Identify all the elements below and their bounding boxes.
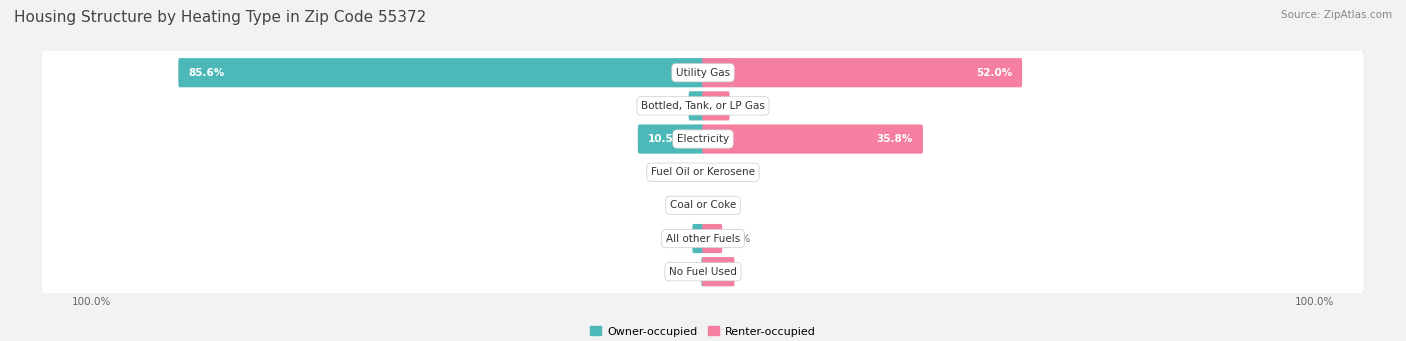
FancyBboxPatch shape <box>702 257 734 286</box>
Text: 0.0%: 0.0% <box>706 167 733 177</box>
Text: 4.2%: 4.2% <box>731 101 758 111</box>
Legend: Owner-occupied, Renter-occupied: Owner-occupied, Renter-occupied <box>586 322 820 341</box>
FancyBboxPatch shape <box>44 83 1365 130</box>
FancyBboxPatch shape <box>42 249 1364 295</box>
Text: 0.12%: 0.12% <box>666 267 699 277</box>
FancyBboxPatch shape <box>702 124 922 154</box>
Text: Utility Gas: Utility Gas <box>676 68 730 78</box>
FancyBboxPatch shape <box>702 257 704 286</box>
FancyBboxPatch shape <box>42 50 1364 95</box>
Text: Coal or Coke: Coal or Coke <box>669 201 737 210</box>
FancyBboxPatch shape <box>42 149 1364 195</box>
FancyBboxPatch shape <box>702 224 723 253</box>
Text: Source: ZipAtlas.com: Source: ZipAtlas.com <box>1281 10 1392 20</box>
FancyBboxPatch shape <box>689 91 704 120</box>
FancyBboxPatch shape <box>702 91 730 120</box>
Text: 0.0%: 0.0% <box>673 201 700 210</box>
Text: 85.6%: 85.6% <box>188 68 225 78</box>
FancyBboxPatch shape <box>44 50 1365 97</box>
FancyBboxPatch shape <box>692 224 704 253</box>
FancyBboxPatch shape <box>44 249 1365 296</box>
FancyBboxPatch shape <box>702 58 1022 87</box>
Text: 0.0%: 0.0% <box>673 167 700 177</box>
Text: Housing Structure by Heating Type in Zip Code 55372: Housing Structure by Heating Type in Zip… <box>14 10 426 25</box>
Text: Bottled, Tank, or LP Gas: Bottled, Tank, or LP Gas <box>641 101 765 111</box>
Text: 52.0%: 52.0% <box>976 68 1012 78</box>
Text: No Fuel Used: No Fuel Used <box>669 267 737 277</box>
Text: All other Fuels: All other Fuels <box>666 234 740 243</box>
FancyBboxPatch shape <box>44 216 1365 263</box>
Text: 1.6%: 1.6% <box>664 234 690 243</box>
Text: 2.2%: 2.2% <box>659 101 686 111</box>
Text: Electricity: Electricity <box>676 134 730 144</box>
FancyBboxPatch shape <box>42 116 1364 162</box>
FancyBboxPatch shape <box>44 117 1365 163</box>
Text: 10.5%: 10.5% <box>648 134 685 144</box>
FancyBboxPatch shape <box>42 83 1364 129</box>
FancyBboxPatch shape <box>44 150 1365 196</box>
Text: Fuel Oil or Kerosene: Fuel Oil or Kerosene <box>651 167 755 177</box>
FancyBboxPatch shape <box>44 183 1365 229</box>
FancyBboxPatch shape <box>42 216 1364 262</box>
Text: 5.0%: 5.0% <box>696 267 724 277</box>
Text: 35.8%: 35.8% <box>876 134 912 144</box>
FancyBboxPatch shape <box>179 58 704 87</box>
Text: 0.0%: 0.0% <box>706 201 733 210</box>
Text: 3.0%: 3.0% <box>724 234 751 243</box>
FancyBboxPatch shape <box>42 182 1364 228</box>
FancyBboxPatch shape <box>638 124 704 154</box>
